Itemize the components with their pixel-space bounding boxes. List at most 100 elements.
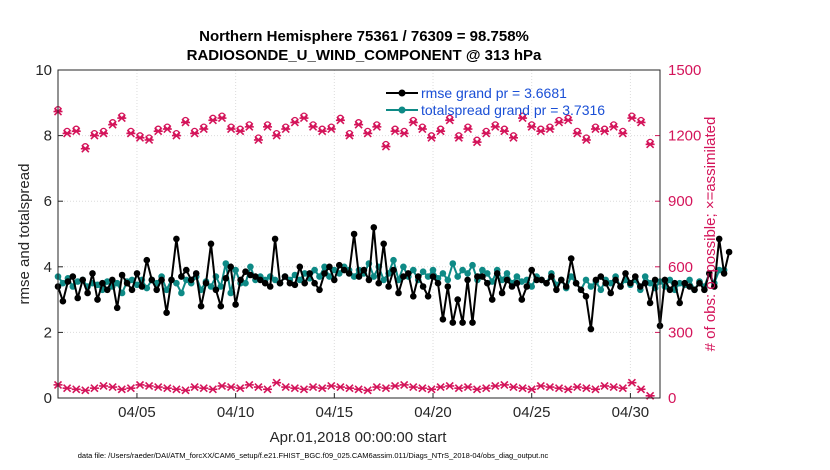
point-rmse <box>187 276 195 284</box>
obs-assimilated-marker <box>235 127 245 136</box>
point-totalspread <box>459 266 466 274</box>
obs-assimilated-marker <box>408 118 418 127</box>
right-y-tick-label: 600 <box>668 259 693 276</box>
point-totalspread <box>528 283 535 290</box>
point-rmse <box>178 273 185 280</box>
obs-assimilated-marker <box>272 131 282 140</box>
point-totalspread <box>247 263 254 271</box>
obs-assimilated-marker <box>199 124 209 134</box>
point-totalspread <box>597 286 605 294</box>
point-rmse <box>419 283 427 290</box>
point-rmse <box>202 279 210 287</box>
point-rmse <box>385 283 392 290</box>
point-rmse <box>153 286 160 294</box>
point-rmse <box>513 279 521 287</box>
obs-low-marker <box>217 381 227 391</box>
point-rmse <box>484 279 491 287</box>
obs-low-marker <box>417 384 427 393</box>
point-rmse <box>592 276 600 284</box>
obs-low-marker <box>508 383 518 392</box>
obs-low-marker <box>636 385 646 394</box>
point-rmse <box>627 279 634 287</box>
point-totalspread <box>484 270 491 277</box>
obs-assimilated-marker <box>645 140 655 149</box>
obs-low-marker <box>80 386 90 395</box>
obs-assimilated-marker <box>290 118 300 127</box>
point-rmse <box>212 286 220 294</box>
obs-assimilated-marker <box>508 133 518 142</box>
obs-assimilated-marker <box>244 122 254 131</box>
point-rmse <box>59 297 67 305</box>
point-rmse <box>538 276 545 284</box>
point-totalspread <box>607 279 614 287</box>
point-totalspread <box>567 273 575 280</box>
obs-assimilated-marker <box>609 122 619 131</box>
point-rmse <box>252 273 259 280</box>
point-rmse <box>99 279 106 287</box>
obs-assimilated-marker <box>554 118 564 127</box>
point-totalspread <box>587 283 595 290</box>
obs-assimilated-marker <box>527 122 537 131</box>
obs-assimilated-marker <box>363 129 373 138</box>
point-totalspread <box>666 276 674 284</box>
obs-low-marker <box>590 385 600 394</box>
point-rmse <box>281 273 289 280</box>
point-totalspread <box>183 276 190 284</box>
obs-low-marker <box>481 384 491 393</box>
point-rmse <box>503 276 511 284</box>
right-y-tick-label: 1500 <box>668 62 701 79</box>
point-rmse <box>257 276 264 284</box>
left-y-tick-label: 4 <box>44 259 52 276</box>
grid <box>58 70 660 398</box>
point-rmse <box>479 273 486 280</box>
left-y-axis-label: rmse and totalspread <box>16 164 33 305</box>
chart-title-line1: Northern Hemisphere 75361 / 76309 = 98.7… <box>199 28 529 45</box>
obs-assimilated-marker <box>454 133 464 142</box>
point-rmse <box>414 273 422 280</box>
point-rmse <box>602 279 609 287</box>
obs-assimilated-marker <box>299 114 309 123</box>
point-rmse <box>410 293 417 300</box>
point-rmse <box>434 279 442 287</box>
point-totalspread <box>444 276 452 284</box>
point-totalspread <box>222 260 230 267</box>
obs-low-marker <box>463 383 473 392</box>
point-totalspread <box>163 286 170 294</box>
point-rmse <box>686 283 693 290</box>
point-rmse <box>370 224 378 231</box>
point-rmse <box>493 270 501 277</box>
obs-assimilated-marker <box>354 120 364 129</box>
point-rmse <box>439 316 447 323</box>
data-file-footer: data file: /Users/raeder/DAI/ATM_forcXX/… <box>78 451 549 460</box>
obs-assimilated-marker <box>590 124 600 134</box>
x-tick-label: 04/15 <box>316 404 354 421</box>
obs-low-marker <box>226 383 236 392</box>
obs-assimilated-marker <box>108 120 118 129</box>
point-totalspread <box>217 283 225 290</box>
point-totalspread <box>582 276 590 284</box>
point-rmse <box>227 263 234 271</box>
point-rmse <box>567 255 575 262</box>
right-y-tick-label: 0 <box>668 390 676 407</box>
point-rmse <box>242 268 249 276</box>
point-rmse <box>523 283 531 290</box>
legend: rmse grand pr = 3.6681 totalspread grand… <box>386 85 605 118</box>
point-totalspread <box>715 266 723 274</box>
legend-spread-marker <box>398 106 406 114</box>
point-totalspread <box>380 276 388 284</box>
point-rmse <box>711 283 718 290</box>
point-rmse <box>113 304 121 312</box>
obs-low-marker <box>135 380 145 389</box>
point-rmse <box>720 270 728 277</box>
point-totalspread <box>646 279 654 287</box>
obs-assimilated-marker <box>372 122 382 131</box>
obs-assimilated-marker <box>171 131 181 140</box>
point-totalspread <box>686 276 693 284</box>
obs-low-marker <box>399 380 409 389</box>
obs-assimilated-marker <box>618 129 628 138</box>
obs-low-marker <box>527 385 537 394</box>
point-rmse <box>321 270 328 277</box>
point-rmse <box>89 270 96 277</box>
obs-assimilated-marker <box>153 127 163 136</box>
obs-assimilated-marker <box>126 129 136 138</box>
